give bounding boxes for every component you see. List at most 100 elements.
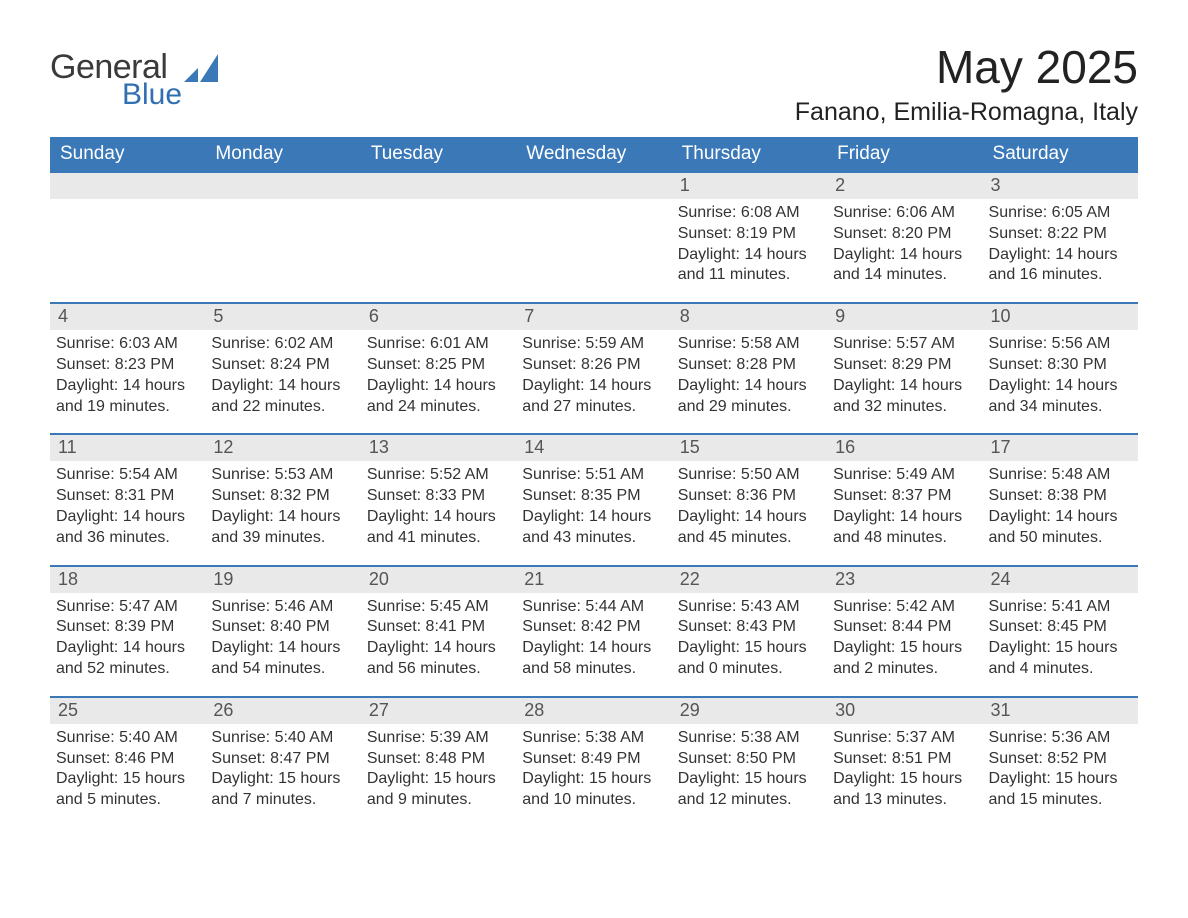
daylight-text: Daylight: 14 hours and 36 minutes. bbox=[56, 507, 199, 549]
sunset-text: Sunset: 8:43 PM bbox=[678, 617, 821, 638]
weekday-header: Wednesday bbox=[516, 137, 671, 172]
sunset-text: Sunset: 8:38 PM bbox=[989, 486, 1132, 507]
calendar-cell-inner: 27Sunrise: 5:39 AMSunset: 8:48 PMDayligh… bbox=[361, 698, 516, 827]
calendar-cell: 1Sunrise: 6:08 AMSunset: 8:19 PMDaylight… bbox=[672, 172, 827, 303]
sunrise-text: Sunrise: 5:38 AM bbox=[678, 728, 821, 749]
day-number: 31 bbox=[983, 698, 1138, 724]
calendar-cell: 22Sunrise: 5:43 AMSunset: 8:43 PMDayligh… bbox=[672, 566, 827, 697]
calendar-cell-inner: 23Sunrise: 5:42 AMSunset: 8:44 PMDayligh… bbox=[827, 567, 982, 696]
day-number: 6 bbox=[361, 304, 516, 330]
weekday-header: Tuesday bbox=[361, 137, 516, 172]
calendar-cell-inner: 28Sunrise: 5:38 AMSunset: 8:49 PMDayligh… bbox=[516, 698, 671, 827]
calendar-cell-inner: 15Sunrise: 5:50 AMSunset: 8:36 PMDayligh… bbox=[672, 435, 827, 564]
day-info: Sunrise: 5:43 AMSunset: 8:43 PMDaylight:… bbox=[672, 593, 827, 696]
day-number: 17 bbox=[983, 435, 1138, 461]
calendar-cell bbox=[516, 172, 671, 303]
calendar-cell: 13Sunrise: 5:52 AMSunset: 8:33 PMDayligh… bbox=[361, 434, 516, 565]
daylight-text: Daylight: 14 hours and 58 minutes. bbox=[522, 638, 665, 680]
daylight-text: Daylight: 15 hours and 15 minutes. bbox=[989, 769, 1132, 811]
day-number: 27 bbox=[361, 698, 516, 724]
sunrise-text: Sunrise: 5:36 AM bbox=[989, 728, 1132, 749]
calendar-cell-inner: 4Sunrise: 6:03 AMSunset: 8:23 PMDaylight… bbox=[50, 304, 205, 433]
sunrise-text: Sunrise: 6:03 AM bbox=[56, 334, 199, 355]
sunrise-text: Sunrise: 5:58 AM bbox=[678, 334, 821, 355]
weekday-header: Sunday bbox=[50, 137, 205, 172]
calendar-cell: 10Sunrise: 5:56 AMSunset: 8:30 PMDayligh… bbox=[983, 303, 1138, 434]
calendar-cell-inner: 3Sunrise: 6:05 AMSunset: 8:22 PMDaylight… bbox=[983, 173, 1138, 302]
sunrise-text: Sunrise: 5:54 AM bbox=[56, 465, 199, 486]
daylight-text: Daylight: 14 hours and 56 minutes. bbox=[367, 638, 510, 680]
day-info: Sunrise: 5:40 AMSunset: 8:46 PMDaylight:… bbox=[50, 724, 205, 827]
calendar-week-row: 4Sunrise: 6:03 AMSunset: 8:23 PMDaylight… bbox=[50, 303, 1138, 434]
day-number bbox=[361, 173, 516, 199]
logo: General Blue bbox=[50, 50, 220, 110]
sunset-text: Sunset: 8:40 PM bbox=[211, 617, 354, 638]
sunset-text: Sunset: 8:44 PM bbox=[833, 617, 976, 638]
daylight-text: Daylight: 15 hours and 9 minutes. bbox=[367, 769, 510, 811]
day-info: Sunrise: 5:38 AMSunset: 8:50 PMDaylight:… bbox=[672, 724, 827, 827]
sunrise-text: Sunrise: 5:42 AM bbox=[833, 597, 976, 618]
sunset-text: Sunset: 8:48 PM bbox=[367, 749, 510, 770]
sunrise-text: Sunrise: 5:52 AM bbox=[367, 465, 510, 486]
weekday-header: Saturday bbox=[983, 137, 1138, 172]
sunrise-text: Sunrise: 5:45 AM bbox=[367, 597, 510, 618]
calendar-cell-inner bbox=[205, 173, 360, 301]
calendar-cell bbox=[205, 172, 360, 303]
calendar-week-row: 18Sunrise: 5:47 AMSunset: 8:39 PMDayligh… bbox=[50, 566, 1138, 697]
day-number: 5 bbox=[205, 304, 360, 330]
day-number bbox=[50, 173, 205, 199]
day-info: Sunrise: 5:56 AMSunset: 8:30 PMDaylight:… bbox=[983, 330, 1138, 433]
calendar-cell-inner: 1Sunrise: 6:08 AMSunset: 8:19 PMDaylight… bbox=[672, 173, 827, 302]
calendar-cell-inner: 22Sunrise: 5:43 AMSunset: 8:43 PMDayligh… bbox=[672, 567, 827, 696]
calendar-cell-inner: 13Sunrise: 5:52 AMSunset: 8:33 PMDayligh… bbox=[361, 435, 516, 564]
day-number: 21 bbox=[516, 567, 671, 593]
calendar-cell: 14Sunrise: 5:51 AMSunset: 8:35 PMDayligh… bbox=[516, 434, 671, 565]
day-number: 22 bbox=[672, 567, 827, 593]
logo-sail-icon bbox=[184, 54, 220, 82]
day-number: 18 bbox=[50, 567, 205, 593]
sunrise-text: Sunrise: 6:01 AM bbox=[367, 334, 510, 355]
day-number: 10 bbox=[983, 304, 1138, 330]
weekday-header: Friday bbox=[827, 137, 982, 172]
day-info: Sunrise: 5:58 AMSunset: 8:28 PMDaylight:… bbox=[672, 330, 827, 433]
daylight-text: Daylight: 14 hours and 50 minutes. bbox=[989, 507, 1132, 549]
calendar-week-row: 25Sunrise: 5:40 AMSunset: 8:46 PMDayligh… bbox=[50, 697, 1138, 827]
sunrise-text: Sunrise: 5:57 AM bbox=[833, 334, 976, 355]
day-number: 4 bbox=[50, 304, 205, 330]
calendar-header: Sunday Monday Tuesday Wednesday Thursday… bbox=[50, 137, 1138, 172]
day-info: Sunrise: 5:45 AMSunset: 8:41 PMDaylight:… bbox=[361, 593, 516, 696]
day-number: 13 bbox=[361, 435, 516, 461]
daylight-text: Daylight: 14 hours and 48 minutes. bbox=[833, 507, 976, 549]
calendar-cell-inner: 24Sunrise: 5:41 AMSunset: 8:45 PMDayligh… bbox=[983, 567, 1138, 696]
day-info: Sunrise: 5:39 AMSunset: 8:48 PMDaylight:… bbox=[361, 724, 516, 827]
calendar-cell bbox=[50, 172, 205, 303]
calendar-cell-inner: 20Sunrise: 5:45 AMSunset: 8:41 PMDayligh… bbox=[361, 567, 516, 696]
sunrise-text: Sunrise: 5:53 AM bbox=[211, 465, 354, 486]
calendar-cell-inner: 11Sunrise: 5:54 AMSunset: 8:31 PMDayligh… bbox=[50, 435, 205, 564]
calendar-cell: 18Sunrise: 5:47 AMSunset: 8:39 PMDayligh… bbox=[50, 566, 205, 697]
calendar-cell bbox=[361, 172, 516, 303]
calendar-cell-inner bbox=[516, 173, 671, 301]
daylight-text: Daylight: 14 hours and 24 minutes. bbox=[367, 376, 510, 418]
sunrise-text: Sunrise: 5:40 AM bbox=[211, 728, 354, 749]
calendar-body: 1Sunrise: 6:08 AMSunset: 8:19 PMDaylight… bbox=[50, 172, 1138, 827]
daylight-text: Daylight: 14 hours and 39 minutes. bbox=[211, 507, 354, 549]
sunset-text: Sunset: 8:32 PM bbox=[211, 486, 354, 507]
day-number: 19 bbox=[205, 567, 360, 593]
calendar-cell: 11Sunrise: 5:54 AMSunset: 8:31 PMDayligh… bbox=[50, 434, 205, 565]
daylight-text: Daylight: 15 hours and 4 minutes. bbox=[989, 638, 1132, 680]
day-info: Sunrise: 5:50 AMSunset: 8:36 PMDaylight:… bbox=[672, 461, 827, 564]
day-number: 25 bbox=[50, 698, 205, 724]
day-info: Sunrise: 6:01 AMSunset: 8:25 PMDaylight:… bbox=[361, 330, 516, 433]
calendar-cell-inner: 19Sunrise: 5:46 AMSunset: 8:40 PMDayligh… bbox=[205, 567, 360, 696]
daylight-text: Daylight: 15 hours and 5 minutes. bbox=[56, 769, 199, 811]
calendar-cell: 9Sunrise: 5:57 AMSunset: 8:29 PMDaylight… bbox=[827, 303, 982, 434]
day-info: Sunrise: 6:02 AMSunset: 8:24 PMDaylight:… bbox=[205, 330, 360, 433]
sunrise-text: Sunrise: 5:49 AM bbox=[833, 465, 976, 486]
day-info: Sunrise: 6:05 AMSunset: 8:22 PMDaylight:… bbox=[983, 199, 1138, 302]
daylight-text: Daylight: 14 hours and 45 minutes. bbox=[678, 507, 821, 549]
sunset-text: Sunset: 8:33 PM bbox=[367, 486, 510, 507]
day-number bbox=[205, 173, 360, 199]
calendar-cell: 19Sunrise: 5:46 AMSunset: 8:40 PMDayligh… bbox=[205, 566, 360, 697]
day-number: 1 bbox=[672, 173, 827, 199]
